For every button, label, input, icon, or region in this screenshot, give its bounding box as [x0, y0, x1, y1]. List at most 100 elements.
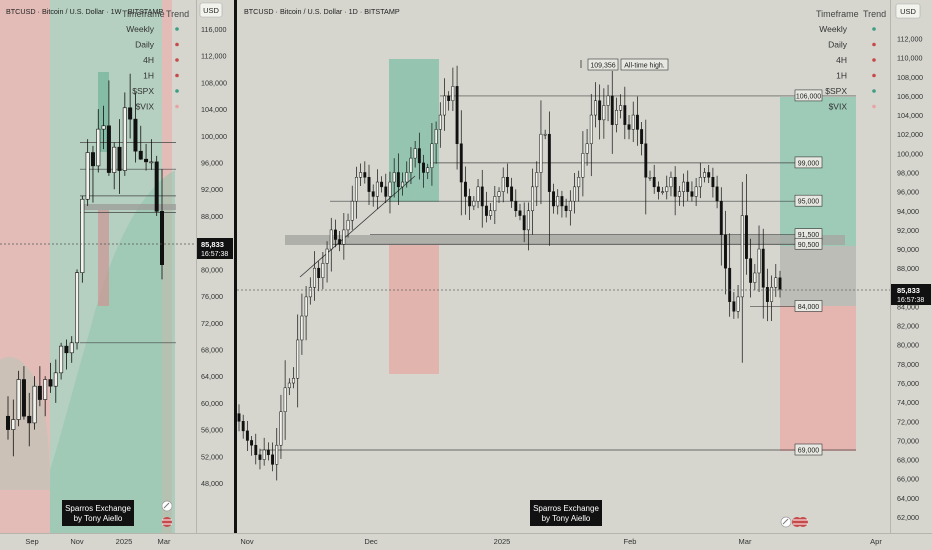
- candle-body: [489, 210, 493, 216]
- candle-body: [334, 229, 337, 240]
- level-label: 106,000: [796, 93, 821, 100]
- candle-body: [631, 114, 635, 130]
- y-tick-label: 100,000: [897, 149, 923, 158]
- candle-body: [405, 172, 409, 183]
- trend-timeframe: 1H: [836, 71, 847, 81]
- candle-body: [304, 296, 308, 317]
- trend-timeframe: 1H: [143, 71, 154, 81]
- currency-label: USD: [203, 6, 219, 15]
- candle-body: [623, 105, 627, 125]
- candle-body: [64, 345, 69, 354]
- trend-dot: [175, 73, 179, 78]
- currency-button[interactable]: [895, 3, 921, 19]
- time-axis[interactable]: Sep Nov 2025 Mar Nov Dec 2025 Feb Mar Apr: [0, 533, 932, 550]
- neutral-zone: [780, 246, 856, 306]
- candle-body: [761, 248, 765, 288]
- candle-body: [598, 100, 602, 121]
- candle-body: [476, 186, 480, 202]
- candle-body: [665, 186, 669, 192]
- weekly-price-axis[interactable]: USD 116,000 112,000 108,000 104,000 100,000 9…: [196, 0, 234, 533]
- candle-body: [16, 379, 21, 420]
- candle-body: [342, 229, 346, 245]
- candle-body: [547, 133, 551, 192]
- trend-table: Weekly Daily 4H 1H $SPX $VIX: [126, 24, 179, 112]
- y-tick-label: 82,000: [897, 322, 919, 331]
- flag-icon: [162, 517, 172, 527]
- trend-table: Weekly Daily 4H 1H $SPX $VIX: [819, 24, 876, 112]
- replay-icon[interactable]: [161, 500, 173, 512]
- watermark-line-2: by Tony Aiello: [74, 514, 123, 523]
- sell-zone-box: [98, 210, 109, 306]
- y-tick-label: 108,000: [897, 73, 923, 82]
- candle-body: [27, 415, 32, 424]
- trend-header-timeframe: Timeframe: [816, 9, 859, 19]
- daily-price-axis[interactable]: USD 112,000 110,000 108,000 106,000 104,000 1…: [890, 0, 932, 533]
- x-tick-label: Mar: [158, 537, 171, 546]
- candle-body: [85, 152, 90, 200]
- candle-body: [510, 186, 514, 202]
- candle-body: [401, 181, 405, 188]
- replay-icon[interactable]: [780, 516, 792, 528]
- candle-body: [245, 430, 249, 441]
- candle-body: [728, 267, 732, 302]
- ath-text: All-time high.: [624, 63, 665, 70]
- level-label: 69,000: [798, 448, 820, 455]
- y-tick-label: 100,000: [201, 132, 227, 141]
- candle-body: [594, 100, 597, 116]
- trend-dot: [175, 58, 179, 62]
- sell-zone-target: [780, 306, 856, 451]
- candle-body: [417, 148, 421, 164]
- candle-body: [434, 129, 438, 145]
- y-tick-label: 80,000: [201, 265, 223, 274]
- candle-body: [694, 186, 698, 197]
- y-tick-label: 80,000: [897, 341, 919, 350]
- candle-body: [698, 177, 702, 188]
- candle-body: [539, 133, 543, 173]
- y-tick-label: 92,000: [897, 226, 919, 235]
- candle-body: [138, 150, 143, 160]
- y-tick-label: 68,000: [201, 345, 223, 354]
- trend-cloud: [50, 170, 175, 533]
- candle-body: [644, 143, 648, 178]
- trend-dot: [175, 42, 179, 47]
- y-tick-label: 76,000: [897, 379, 919, 388]
- candle-body: [661, 191, 665, 193]
- candle-body: [648, 177, 652, 179]
- candle-body: [154, 161, 159, 212]
- sell-zone-box: [389, 245, 439, 374]
- candle-body: [560, 196, 564, 207]
- candle-body: [101, 125, 106, 130]
- watermark-line-2: by Tony Aiello: [542, 514, 591, 523]
- candle-body: [380, 181, 384, 188]
- y-tick-label: 74,000: [897, 398, 919, 407]
- candle-body: [354, 177, 358, 202]
- candle-body: [144, 158, 149, 163]
- currency-button[interactable]: [199, 2, 223, 18]
- candle-body: [505, 177, 509, 188]
- watermark: Sparros Exchange by Tony Aiello: [530, 500, 602, 526]
- gray-level-band: [285, 235, 845, 245]
- price-tag-countdown: 16:57:38: [201, 251, 228, 258]
- y-tick-label: 104,000: [201, 105, 227, 114]
- level-label: 91,500: [798, 232, 820, 239]
- candle-body: [682, 181, 685, 192]
- candle-body: [518, 210, 522, 216]
- candle-body: [715, 186, 719, 202]
- y-tick-label: 48,000: [201, 479, 223, 488]
- y-tick-label: 72,000: [201, 319, 223, 328]
- candle-body: [774, 277, 778, 288]
- gray-level-band: [80, 204, 176, 210]
- y-tick-label: 72,000: [897, 417, 919, 426]
- y-tick-label: 78,000: [897, 360, 919, 369]
- candle-body: [266, 449, 270, 456]
- candle-body: [724, 234, 727, 269]
- candle-body: [325, 248, 329, 264]
- candle-body: [258, 454, 262, 460]
- y-tick-label: 94,000: [897, 207, 919, 216]
- candle-body: [468, 196, 472, 207]
- candle-body: [11, 419, 16, 430]
- candle-body: [300, 315, 304, 341]
- currency-label: USD: [900, 7, 916, 16]
- y-tick-label: 90,000: [897, 245, 919, 254]
- candle-body: [447, 95, 451, 101]
